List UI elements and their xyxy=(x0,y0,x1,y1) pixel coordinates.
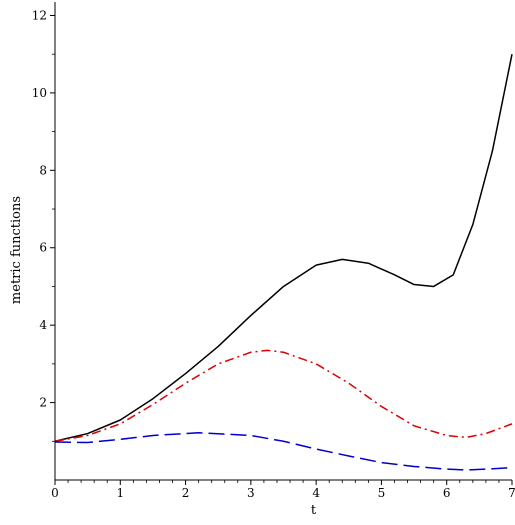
x-tick-label: 2 xyxy=(182,486,190,500)
series-line-2 xyxy=(54,349,513,443)
y-tick-label: 8 xyxy=(39,163,47,177)
y-tick-label: 12 xyxy=(32,8,47,22)
y-tick-label: 2 xyxy=(39,396,47,410)
x-tick-label: 4 xyxy=(312,486,320,500)
y-tick-label: 4 xyxy=(39,318,47,332)
y-axis-title: metric functions xyxy=(9,196,24,304)
x-axis-title: t xyxy=(311,503,317,518)
series-line-1 xyxy=(54,54,513,443)
x-tick-label: 5 xyxy=(378,486,386,500)
x-tick-label: 1 xyxy=(116,486,124,500)
series-layer xyxy=(54,54,513,471)
series-line-3 xyxy=(54,432,513,471)
x-tick-label: 6 xyxy=(443,486,451,500)
x-tick-label: 3 xyxy=(247,486,255,500)
x-tick-label: 7 xyxy=(508,486,515,500)
y-tick-label: 6 xyxy=(39,241,47,255)
x-tick-label: 0 xyxy=(51,486,59,500)
y-tick-label: 10 xyxy=(32,86,47,100)
